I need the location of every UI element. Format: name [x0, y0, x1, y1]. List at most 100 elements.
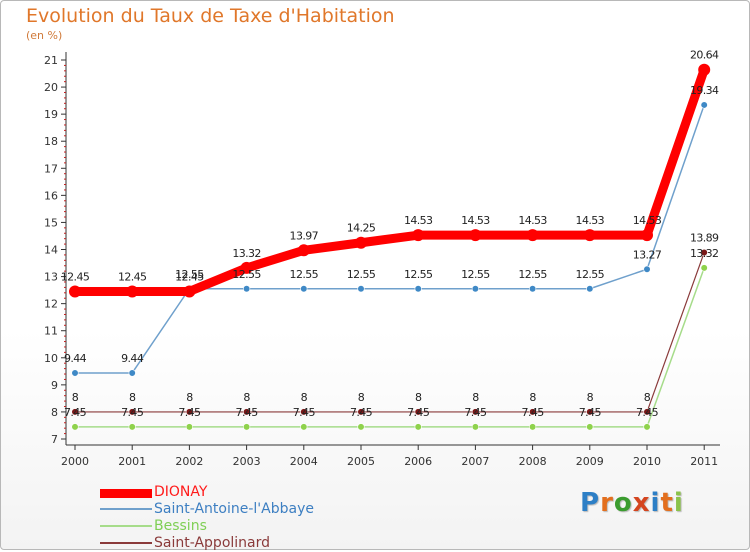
x-tick-label: 2008 [519, 455, 547, 468]
y-minor-tick [64, 119, 66, 121]
data-point [586, 408, 594, 416]
data-point [243, 423, 251, 431]
y-minor-tick [64, 422, 66, 424]
y-tick-label: 11 [44, 325, 58, 338]
data-label: 9.44 [121, 352, 144, 365]
y-minor-tick [64, 129, 66, 131]
proxiti-logo: Proxiti [580, 488, 684, 518]
data-label: 7.45 [236, 406, 259, 419]
x-tick-label: 2007 [461, 455, 489, 468]
y-minor-tick [64, 346, 66, 348]
y-minor-tick [64, 108, 66, 110]
y-minor-tick [64, 281, 66, 283]
data-label: 8 [644, 391, 651, 404]
data-point [471, 285, 480, 293]
legend-item: Saint-Appolinard [100, 535, 400, 552]
x-tick-label: 2009 [576, 455, 604, 468]
data-label: 12.55 [404, 268, 433, 281]
y-tick-label: 15 [44, 216, 58, 229]
data-label: 7.45 [464, 406, 487, 419]
data-point [586, 285, 594, 293]
data-label: 7.45 [178, 406, 201, 419]
data-label: 7.45 [121, 406, 144, 419]
data-label: 12.55 [576, 268, 605, 281]
data-point [300, 285, 308, 293]
y-minor-tick [64, 146, 66, 148]
data-label: 14.53 [633, 214, 662, 227]
y-tick-label: 14 [44, 244, 58, 257]
data-label: 12.55 [232, 268, 261, 281]
y-minor-tick [64, 151, 66, 153]
data-label: 12.45 [175, 270, 204, 283]
y-minor-tick [64, 238, 66, 240]
legend-swatch [100, 542, 152, 544]
y-minor-tick [64, 400, 66, 402]
data-label: 12.45 [118, 270, 147, 283]
data-label: 12.55 [347, 268, 376, 281]
data-label: 7.45 [64, 406, 87, 419]
data-label: 8 [243, 391, 250, 404]
data-point [71, 369, 79, 377]
legend-swatch [100, 488, 152, 498]
y-minor-tick [64, 124, 66, 126]
y-tick-label: 12 [44, 298, 58, 311]
data-point [526, 229, 539, 242]
y-minor-tick [64, 205, 66, 207]
data-point [469, 229, 482, 242]
y-tick-label: 16 [44, 189, 58, 202]
data-label: 8 [186, 391, 193, 404]
data-label: 12.55 [461, 268, 490, 281]
x-tick-label: 2003 [233, 455, 261, 468]
y-minor-tick [64, 373, 66, 375]
y-tick-label: 18 [44, 135, 58, 148]
y-tick-label: 13 [44, 271, 58, 284]
data-label: 8 [72, 391, 79, 404]
y-minor-tick [64, 200, 66, 202]
logo-letter: t [660, 488, 674, 518]
y-minor-tick [64, 313, 66, 315]
data-point [357, 285, 365, 293]
y-minor-tick [64, 189, 66, 191]
y-minor-tick [64, 254, 66, 256]
y-tick-label: 21 [44, 54, 58, 67]
data-label: 19.34 [690, 84, 719, 97]
data-point [700, 264, 708, 272]
data-label: 9.44 [64, 352, 87, 365]
y-minor-tick [64, 319, 66, 321]
data-point [128, 423, 136, 431]
data-label: 14.53 [404, 214, 433, 227]
y-minor-tick [64, 216, 66, 218]
data-point [185, 408, 193, 416]
data-label: 7.45 [350, 406, 373, 419]
y-minor-tick [64, 297, 66, 299]
data-label: 7.45 [579, 406, 602, 419]
data-label: 8 [587, 391, 594, 404]
y-minor-tick [64, 135, 66, 137]
y-minor-tick [64, 243, 66, 245]
y-minor-tick [64, 259, 66, 261]
logo-letter: x [632, 488, 651, 518]
chart-legend: DIONAY Saint-Antoine-l'Abbaye Bessins Saint… [100, 484, 400, 552]
y-minor-tick [64, 308, 66, 310]
data-point [414, 285, 422, 293]
legend-item: DIONAY [100, 484, 400, 501]
data-label: 20.64 [690, 49, 719, 62]
logo-letter: i [650, 488, 661, 518]
y-minor-tick [64, 75, 66, 77]
data-point [128, 408, 136, 416]
data-point [528, 423, 537, 431]
y-minor-tick [64, 433, 66, 435]
data-label: 7.45 [522, 406, 545, 419]
y-minor-tick [64, 156, 66, 158]
x-tick-label: 2004 [290, 455, 318, 468]
series-saint-appolinard [71, 248, 708, 416]
data-labels: 8 8 8 8 8 8 8 8 8 8 8 13.89 7.45 7.45 7.45 7.45 7.45 7.45… [61, 49, 720, 419]
legend-swatch [100, 508, 152, 510]
y-tick-label: 19 [44, 108, 58, 121]
y-tick-label: 20 [44, 81, 58, 94]
data-point [185, 423, 193, 431]
data-point [643, 408, 651, 416]
x-tick-label: 2005 [347, 455, 375, 468]
data-label: 13.32 [690, 247, 719, 260]
data-point [300, 423, 308, 431]
